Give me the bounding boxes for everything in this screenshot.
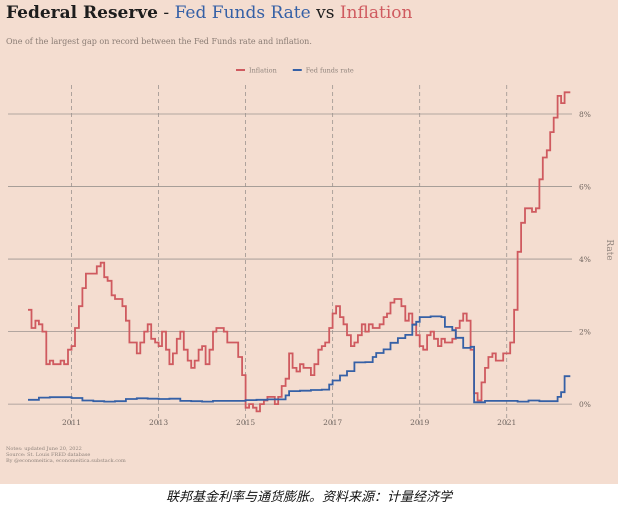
y-axis-label: Rate	[604, 239, 614, 260]
image-caption: 联邦基金利率与通货膨胀。资料来源：计量经济学	[165, 490, 452, 505]
series-layer	[28, 91, 571, 413]
title-separator: -	[158, 3, 175, 23]
title-federal-reserve: Federal Reserve	[6, 3, 158, 23]
legend-label-fed-funds: Fed funds rate	[306, 67, 354, 75]
x-tick-label: 2015	[236, 418, 255, 427]
x-tick-labels: 2011 2013 2015 2017 2019 2021	[62, 418, 516, 427]
x-tick-label: 2013	[149, 418, 168, 427]
title-vs: vs	[310, 3, 340, 23]
y-tick-labels: 0% 2% 4% 6% 8%	[579, 110, 591, 409]
y-gridlines	[8, 113, 572, 405]
y-tick-label: 2%	[579, 328, 591, 337]
x-tick-label: 2017	[323, 418, 342, 427]
title-inflation: Inflation	[339, 3, 413, 23]
title-fed-funds-rate: Fed Funds Rate	[174, 3, 311, 23]
x-gridlines	[71, 85, 508, 427]
inflation-line	[28, 91, 571, 413]
y-tick-label: 4%	[579, 255, 591, 264]
y-tick-label: 0%	[579, 400, 591, 409]
line-chart: 0% 2% 4% 6% 8% 2011 2013 2015 2017 2019 2021 Infl…	[8, 67, 614, 427]
legend-label-inflation: Inflation	[249, 67, 277, 75]
legend: Inflation Fed funds rate	[236, 67, 354, 75]
chart-title: Federal Reserve - Fed Funds Rate vs Infl…	[6, 3, 412, 23]
fed-funds-line	[28, 315, 571, 404]
chart-subtitle: One of the largest gap on record between…	[6, 37, 312, 46]
note-author: By @economeitica, economeitica.substack.…	[6, 458, 126, 464]
x-tick-label: 2019	[410, 418, 429, 427]
note-source: Source: St. Louis FRED database	[6, 452, 91, 458]
y-tick-label: 8%	[579, 110, 591, 119]
note-updated: Notes: updated June 20, 2022	[6, 446, 82, 452]
chart-notes: Notes: updated June 20, 2022 Source: St.…	[6, 446, 126, 464]
x-tick-label: 2021	[497, 418, 516, 427]
chart-card: Federal Reserve - Fed Funds Rate vs Infl…	[0, 0, 618, 484]
x-tick-label: 2011	[62, 418, 81, 427]
y-tick-label: 6%	[579, 183, 591, 192]
